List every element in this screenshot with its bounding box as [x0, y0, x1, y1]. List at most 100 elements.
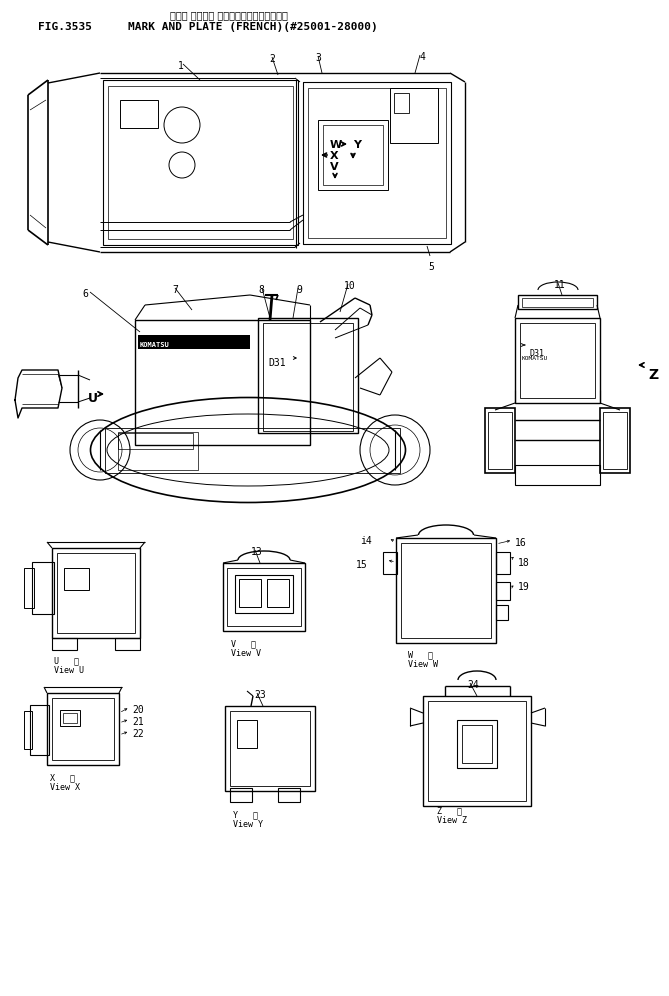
- Text: 21: 21: [132, 717, 144, 727]
- Text: 22: 22: [132, 729, 144, 739]
- Text: 5: 5: [428, 262, 434, 272]
- Bar: [32, 562, 54, 614]
- Bar: [267, 579, 289, 607]
- Bar: [118, 432, 198, 470]
- Bar: [457, 720, 497, 768]
- Bar: [485, 408, 515, 473]
- Text: V: V: [330, 162, 339, 172]
- Text: 23: 23: [254, 690, 266, 700]
- Text: View W: View W: [408, 660, 438, 669]
- Bar: [118, 433, 193, 449]
- Text: 10: 10: [344, 281, 356, 291]
- Bar: [383, 552, 397, 574]
- Text: 19: 19: [518, 582, 530, 592]
- Text: 20: 20: [132, 705, 144, 715]
- Bar: [496, 605, 508, 620]
- Bar: [103, 80, 298, 245]
- Text: 9: 9: [296, 285, 302, 295]
- Text: D31: D31: [530, 349, 545, 358]
- Bar: [394, 93, 409, 113]
- Text: 1: 1: [178, 61, 184, 71]
- Bar: [520, 323, 595, 398]
- Text: 16: 16: [515, 538, 527, 548]
- Text: i4: i4: [360, 536, 372, 546]
- Bar: [318, 120, 388, 190]
- Bar: [230, 788, 252, 802]
- Bar: [60, 710, 80, 726]
- Text: FIG.3535: FIG.3535: [38, 22, 92, 32]
- Bar: [401, 543, 491, 638]
- Bar: [303, 82, 451, 244]
- Text: D31: D31: [268, 358, 286, 368]
- Bar: [278, 788, 300, 802]
- Bar: [258, 318, 358, 433]
- Text: View Z: View Z: [437, 816, 467, 825]
- Bar: [323, 125, 383, 185]
- Text: U   機: U 機: [54, 656, 79, 665]
- Text: 3: 3: [315, 53, 321, 63]
- Bar: [223, 563, 305, 631]
- Bar: [120, 100, 158, 128]
- Bar: [63, 713, 77, 723]
- Text: 18: 18: [518, 558, 530, 568]
- Bar: [24, 568, 34, 608]
- Bar: [237, 720, 257, 748]
- Text: 4: 4: [419, 52, 425, 62]
- Bar: [225, 706, 315, 791]
- Text: Z: Z: [648, 368, 658, 382]
- Bar: [57, 553, 135, 633]
- Text: KOMATSU: KOMATSU: [140, 342, 170, 348]
- Text: 24: 24: [467, 680, 479, 690]
- Text: U: U: [88, 392, 98, 405]
- Bar: [515, 465, 600, 485]
- Bar: [108, 86, 293, 239]
- Bar: [135, 320, 310, 445]
- Text: 6: 6: [82, 289, 88, 299]
- Bar: [230, 711, 310, 786]
- Text: マーク オヨビー プレート（フランスコー）: マーク オヨビー プレート（フランスコー）: [170, 10, 288, 20]
- Bar: [522, 298, 593, 307]
- Bar: [115, 638, 140, 650]
- Bar: [263, 323, 353, 431]
- Bar: [462, 725, 492, 763]
- Bar: [235, 575, 293, 613]
- Bar: [518, 295, 597, 309]
- Text: Z   機: Z 機: [437, 806, 462, 815]
- Text: 8: 8: [258, 285, 264, 295]
- Bar: [390, 88, 438, 143]
- Text: Y   機: Y 機: [233, 810, 258, 819]
- Bar: [30, 705, 49, 755]
- Bar: [52, 638, 77, 650]
- Text: W: W: [330, 140, 343, 150]
- Text: W   機: W 機: [408, 650, 433, 659]
- Text: 11: 11: [554, 280, 566, 290]
- Bar: [488, 412, 512, 469]
- Bar: [138, 335, 250, 349]
- Bar: [515, 318, 600, 403]
- Bar: [227, 568, 301, 626]
- Text: View Y: View Y: [233, 820, 263, 829]
- Bar: [428, 701, 526, 801]
- Text: X   機: X 機: [50, 773, 75, 782]
- Text: X: X: [330, 151, 339, 161]
- Bar: [24, 711, 32, 749]
- Bar: [64, 568, 89, 590]
- Bar: [496, 552, 510, 574]
- Text: 15: 15: [356, 560, 368, 570]
- Bar: [496, 582, 510, 600]
- Text: MARK AND PLATE (FRENCH)(#25001-28000): MARK AND PLATE (FRENCH)(#25001-28000): [128, 22, 378, 32]
- Bar: [423, 696, 531, 806]
- Text: KOMATSU: KOMATSU: [522, 356, 549, 361]
- Text: V   機: V 機: [231, 639, 256, 648]
- Bar: [600, 408, 630, 473]
- Bar: [52, 698, 114, 760]
- Bar: [105, 428, 400, 473]
- Bar: [396, 538, 496, 643]
- Text: View U: View U: [54, 666, 84, 675]
- Bar: [47, 693, 119, 765]
- Bar: [308, 88, 446, 238]
- Text: 13: 13: [251, 547, 263, 557]
- Bar: [603, 412, 627, 469]
- Text: 2: 2: [269, 54, 275, 64]
- Text: View X: View X: [50, 783, 80, 792]
